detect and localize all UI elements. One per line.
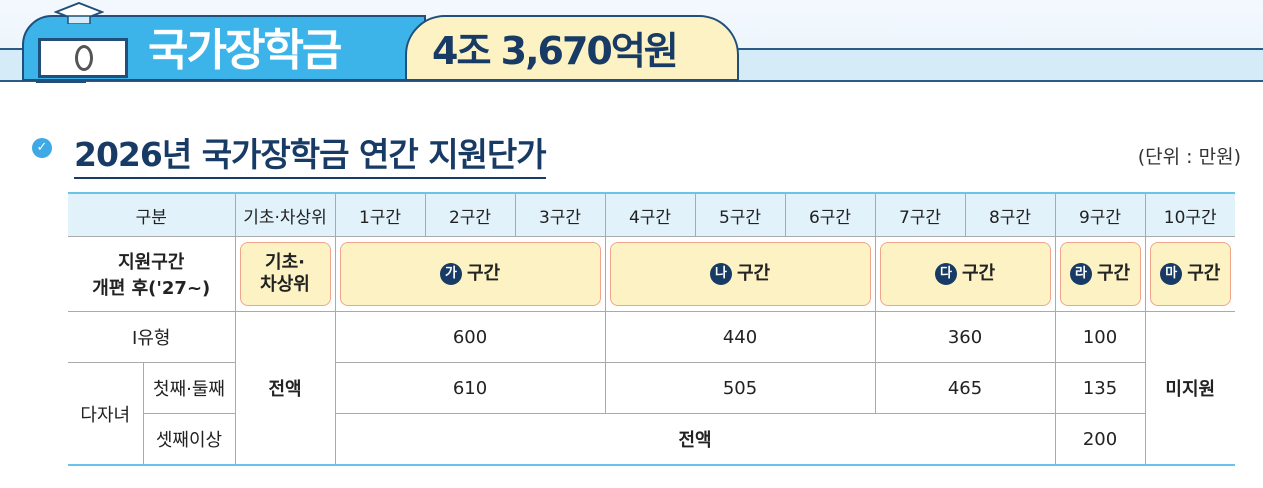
header-cell: 9구간 bbox=[1054, 192, 1146, 237]
zone-label-line1: 지원구간 bbox=[118, 252, 185, 273]
decor-line bbox=[36, 80, 86, 83]
value-cell: 610 bbox=[334, 362, 606, 414]
zone-ra: 라 구간 bbox=[1054, 236, 1146, 312]
value-cell: 200 bbox=[1054, 413, 1145, 466]
value-cell: 505 bbox=[604, 362, 876, 414]
value-cell: 100 bbox=[1054, 311, 1146, 363]
row-sublabel: 셋째이상 bbox=[143, 413, 236, 466]
zone-ga: 가 구간 bbox=[334, 236, 606, 312]
zone-badge: 라 bbox=[1069, 263, 1092, 285]
zone-badge: 다 bbox=[934, 263, 957, 285]
graduation-cap-icon bbox=[54, 2, 104, 24]
header-cell: 2구간 bbox=[424, 192, 516, 237]
zone-basic-line2: 차상위 bbox=[260, 274, 310, 295]
header-cell: 4구간 bbox=[604, 192, 696, 237]
unit-label: (단위 : 만원) bbox=[1137, 146, 1241, 168]
value-cell: 135 bbox=[1054, 362, 1145, 414]
section-title: 2026년 국가장학금 연간 지원단가 bbox=[74, 128, 547, 179]
value-cell: 440 bbox=[604, 311, 876, 363]
zone-ma: 마 구간 bbox=[1144, 236, 1235, 312]
header-cell: 8구간 bbox=[964, 192, 1056, 237]
zone-na: 나 구간 bbox=[604, 236, 876, 312]
no-support-cell: 미지원 bbox=[1144, 311, 1235, 466]
header-cell: 5구간 bbox=[694, 192, 786, 237]
banner-amount: 4조 3,670억원 bbox=[432, 29, 679, 73]
zone-text: 구간 bbox=[466, 262, 501, 284]
zone-text: 구간 bbox=[736, 262, 771, 284]
row-sublabel: 첫째·둘째 bbox=[142, 362, 236, 414]
banner-title: 국가장학금 bbox=[148, 25, 342, 76]
header-cell: 1구간 bbox=[334, 192, 426, 237]
zone-text: 구간 bbox=[1187, 262, 1221, 284]
zone-da: 다 구간 bbox=[874, 236, 1056, 312]
header-cell: 구분 bbox=[68, 192, 236, 237]
header-cell: 6구간 bbox=[784, 192, 876, 237]
zone-basic-line1: 기초· bbox=[265, 251, 305, 273]
banknote-icon bbox=[38, 38, 128, 78]
row-label: Ⅰ유형 bbox=[68, 311, 236, 363]
zone-badge: 나 bbox=[709, 263, 732, 285]
full-cell: 전액 bbox=[334, 413, 1056, 466]
row-label-multi: 다자녀 bbox=[68, 362, 144, 466]
header-row: 구분 기초·차상위 1구간 2구간 3구간 4구간 5구간 6구간 7구간 8구… bbox=[68, 192, 1235, 237]
support-table: 구분 기초·차상위 1구간 2구간 3구간 4구간 5구간 6구간 7구간 8구… bbox=[68, 192, 1235, 466]
zone-badge: 가 bbox=[439, 263, 462, 285]
value-cell: 600 bbox=[334, 311, 606, 363]
value-cell: 360 bbox=[874, 311, 1056, 363]
check-icon: ✓ bbox=[32, 138, 52, 158]
header-cell: 3구간 bbox=[514, 192, 606, 237]
value-cell: 465 bbox=[874, 362, 1056, 414]
zone-text: 구간 bbox=[961, 262, 996, 284]
table-row-type1: Ⅰ유형 전액 600 440 360 100 미지원 bbox=[68, 311, 1235, 466]
zone-text: 구간 bbox=[1096, 262, 1131, 284]
table-row-third-plus: 셋째이상 전액 200 bbox=[68, 413, 1235, 466]
zone-basic: 기초· 차상위 bbox=[234, 236, 336, 312]
header-cell: 10구간 bbox=[1144, 192, 1235, 237]
banner-amount-pill bbox=[405, 15, 739, 81]
header-cell: 기초·차상위 bbox=[234, 192, 336, 237]
basic-full-cell: 전액 bbox=[234, 311, 336, 466]
header-cell: 7구간 bbox=[874, 192, 966, 237]
table-row-first-second: 다자녀 첫째·둘째 610 505 465 135 bbox=[68, 362, 1235, 466]
zone-label-line2: 개편 후('27~) bbox=[92, 278, 211, 299]
zone-badge: 마 bbox=[1160, 263, 1183, 285]
